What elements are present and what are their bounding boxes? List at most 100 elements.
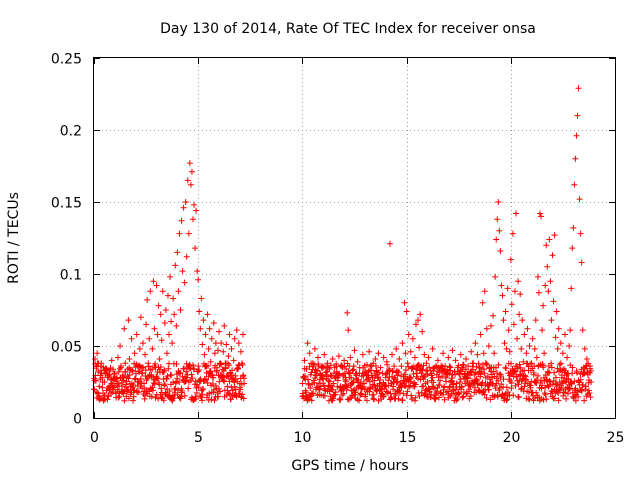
band-point — [160, 397, 167, 404]
data-point — [547, 278, 554, 285]
data-point — [404, 360, 411, 367]
band-point — [557, 360, 564, 367]
data-point — [581, 345, 588, 352]
data-point — [398, 363, 405, 370]
data-point — [211, 350, 218, 357]
data-point — [458, 383, 465, 390]
band-point — [110, 366, 117, 373]
data-point — [579, 327, 586, 334]
data-point — [585, 387, 592, 394]
data-point — [180, 204, 187, 211]
band-point — [338, 387, 345, 394]
band-point — [321, 392, 328, 399]
data-point — [583, 355, 590, 362]
data-point — [132, 376, 139, 383]
band-point — [213, 385, 220, 392]
band-point — [495, 377, 502, 384]
band-point — [215, 385, 222, 392]
data-point — [131, 350, 138, 357]
data-point — [478, 368, 485, 375]
data-point — [555, 325, 562, 332]
data-point — [519, 317, 526, 324]
band-point — [474, 380, 481, 387]
grid-lines — [94, 58, 615, 418]
data-point — [394, 387, 401, 394]
band-point — [492, 364, 499, 371]
data-point — [493, 236, 500, 243]
data-point — [390, 386, 397, 393]
y-tick-label: 0.1 — [60, 268, 82, 284]
band-point — [372, 362, 379, 369]
data-point — [170, 295, 177, 302]
data-point — [152, 364, 159, 371]
band-point — [419, 366, 426, 373]
data-point — [204, 311, 211, 318]
data-point — [97, 376, 104, 383]
data-point — [384, 389, 391, 396]
data-point — [566, 343, 573, 349]
data-point — [565, 370, 572, 377]
band-point — [207, 368, 214, 375]
data-point — [316, 380, 323, 387]
data-point — [169, 340, 176, 347]
data-point — [389, 351, 396, 358]
data-point — [241, 380, 248, 387]
data-point — [206, 325, 213, 332]
data-point — [221, 322, 228, 329]
band-point — [218, 361, 225, 368]
band-point — [200, 386, 207, 393]
data-point — [158, 337, 165, 344]
band-point — [377, 377, 384, 384]
data-point — [545, 288, 552, 295]
band-point — [123, 383, 130, 390]
data-point — [567, 327, 574, 334]
x-tick-label: 25 — [607, 430, 625, 446]
band-point — [392, 392, 399, 399]
data-point — [460, 389, 467, 396]
data-point — [200, 317, 207, 324]
band-point — [513, 373, 520, 380]
band-point — [555, 397, 562, 404]
data-point — [233, 327, 240, 334]
band-point — [227, 396, 234, 403]
data-point — [155, 302, 162, 309]
data-point — [403, 308, 410, 315]
x-tick-label: 0 — [90, 430, 99, 446]
data-point — [439, 373, 446, 380]
data-point — [425, 354, 432, 361]
data-point — [527, 384, 534, 391]
data-point — [508, 301, 515, 308]
data-point — [216, 328, 223, 335]
data-point — [559, 350, 566, 357]
band-point — [240, 372, 247, 379]
band-point — [391, 374, 398, 381]
band-point — [380, 393, 387, 400]
data-point — [477, 331, 484, 338]
data-point — [118, 364, 125, 371]
data-point — [397, 381, 404, 388]
data-point — [448, 377, 455, 384]
data-point — [479, 299, 486, 306]
band-point — [496, 385, 503, 392]
band-point — [166, 388, 173, 395]
data-point — [173, 322, 180, 329]
data-point — [515, 278, 522, 285]
band-point — [541, 390, 548, 397]
data-point — [99, 384, 106, 391]
data-point — [98, 360, 105, 367]
band-point — [363, 397, 370, 404]
band-point — [168, 372, 175, 379]
data-point — [212, 340, 219, 347]
data-point — [569, 245, 576, 252]
band-point — [508, 385, 515, 392]
band-point — [548, 360, 555, 367]
data-point — [343, 366, 350, 373]
data-point — [227, 370, 234, 377]
band-point — [183, 368, 190, 375]
band-point — [475, 360, 482, 367]
data-point — [127, 383, 134, 390]
data-point — [415, 317, 422, 324]
data-point — [426, 389, 433, 396]
data-point — [328, 373, 335, 380]
